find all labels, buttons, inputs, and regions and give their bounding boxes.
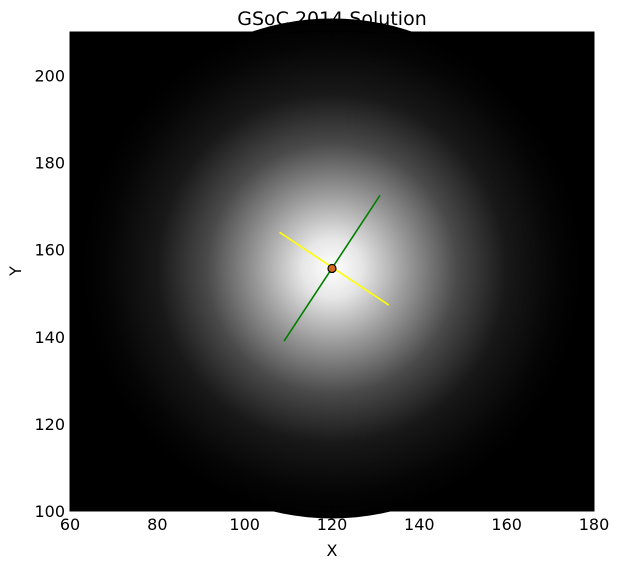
x-axis: 60 80 100 120 140 160 180	[60, 32, 609, 534]
x-tick-label: 140	[404, 515, 435, 534]
x-tick-label: 60	[60, 515, 80, 534]
y-tick-label: 180	[34, 154, 65, 173]
x-tick-label: 100	[229, 515, 260, 534]
x-tick-label: 160	[491, 515, 522, 534]
y-tick-label: 160	[34, 241, 65, 260]
x-tick-label: 120	[317, 515, 348, 534]
x-axis-label: X	[327, 541, 338, 560]
y-axis: 100 120 140 160 180 200	[34, 67, 594, 521]
center-marker	[327, 263, 337, 274]
y-tick-label: 140	[34, 328, 65, 347]
y-tick-label: 120	[34, 415, 65, 434]
x-tick-label: 180	[579, 515, 610, 534]
y-tick-label: 100	[34, 502, 65, 521]
y-tick-label: 200	[34, 67, 65, 86]
y-axis-label: Y	[6, 266, 25, 277]
plot-area	[69, 18, 595, 519]
x-tick-label: 80	[147, 515, 167, 534]
